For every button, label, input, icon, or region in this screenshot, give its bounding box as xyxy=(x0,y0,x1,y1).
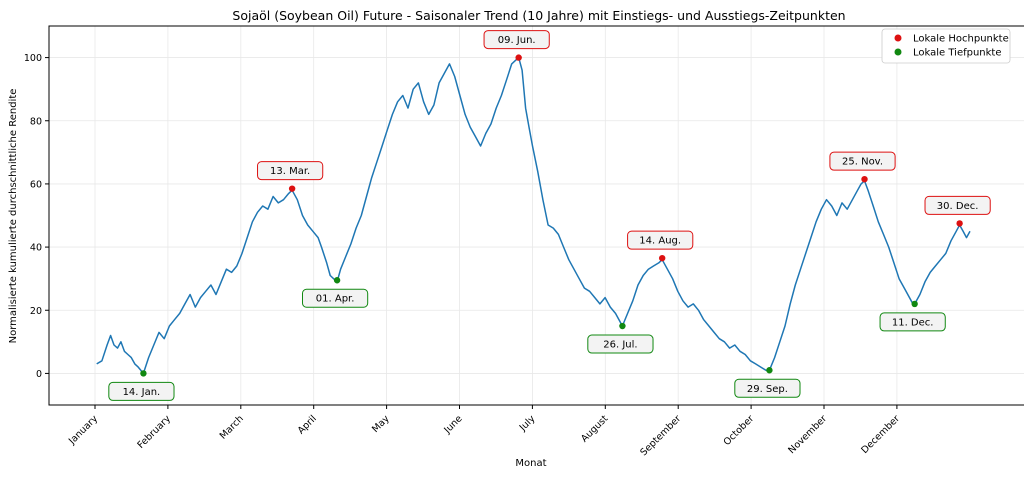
y-tick-label: 0 xyxy=(36,369,42,380)
plot-frame xyxy=(48,25,1024,406)
annotation-layer: 13. Mar. 09. Jun. 14. Aug. 25. Nov. 30. Dec.… xyxy=(108,30,991,401)
series-line xyxy=(96,56,971,375)
x-tick-label: January xyxy=(66,413,100,447)
high-point-label-box xyxy=(483,30,550,50)
low-point-label-box xyxy=(879,312,946,332)
high-point-marker xyxy=(861,175,868,183)
legend-box xyxy=(881,28,1011,64)
low-point-label: 29. Sep. xyxy=(747,384,788,395)
x-tick-label: August xyxy=(579,413,610,444)
high-point-label: 14. Aug. xyxy=(639,236,681,247)
legend-high-label: Lokale Hochpunkte xyxy=(913,34,1009,45)
high-point-label-box xyxy=(627,230,694,250)
low-point-label-box xyxy=(108,381,175,401)
low-point-label: 01. Apr. xyxy=(316,294,355,305)
grid-layer xyxy=(49,26,1024,405)
y-axis-label: Normalisierte kumulierte durchschnittlic… xyxy=(8,89,19,344)
x-tick-label: December xyxy=(859,413,902,456)
high-point-label: 13. Mar. xyxy=(270,166,310,177)
low-point-label-box xyxy=(587,334,654,354)
y-tick-label: 100 xyxy=(24,53,42,64)
high-point-label: 09. Jun. xyxy=(498,35,536,46)
high-point-label: 30. Dec. xyxy=(937,201,979,212)
x-tick-label: October xyxy=(722,413,757,448)
chart-title: Sojaöl (Soybean Oil) Future - Saisonaler… xyxy=(232,8,845,23)
legend: Lokale Hochpunkte Lokale Tiefpunkte xyxy=(881,28,1011,64)
high-point-marker xyxy=(515,54,522,61)
x-tick-label: February xyxy=(135,413,173,451)
x-tick-label: June xyxy=(441,413,464,436)
y-tick-label: 40 xyxy=(30,243,42,254)
low-point-marker xyxy=(911,300,918,308)
high-point-label: 25. Nov. xyxy=(842,157,883,168)
x-tick-label: September xyxy=(638,413,683,458)
high-point-marker xyxy=(658,254,666,262)
y-tick-label: 80 xyxy=(30,116,42,127)
high-point-marker xyxy=(288,185,296,192)
low-point-marker xyxy=(140,370,147,377)
low-point-marker xyxy=(766,367,773,374)
x-tick-label: November xyxy=(786,413,829,456)
y-tick-label: 60 xyxy=(30,179,42,190)
high-point-marker xyxy=(956,220,963,227)
x-tick-label: July xyxy=(517,413,538,434)
low-point-label: 26. Jul. xyxy=(603,340,637,351)
high-point-label-box xyxy=(829,151,896,171)
x-tick-label: March xyxy=(218,413,246,441)
x-axis-label: Monat xyxy=(515,458,546,469)
low-point-label-box xyxy=(301,288,369,308)
x-tick-label: May xyxy=(370,413,392,435)
x-tick-label: April xyxy=(296,413,319,436)
low-point-label: 14. Jan. xyxy=(123,387,161,398)
marker-layer xyxy=(140,54,963,377)
high-point-label-box xyxy=(924,195,991,215)
x-axis: January February March April May June July Augu… xyxy=(66,405,902,458)
low-point-label: 11. Dec. xyxy=(892,317,934,328)
low-point-marker xyxy=(619,322,626,330)
low-point-label-box xyxy=(734,378,801,398)
y-tick-label: 20 xyxy=(30,306,42,317)
legend-high-marker xyxy=(894,34,902,42)
y-axis: 0 20 40 60 80 100 xyxy=(24,53,49,380)
low-point-marker xyxy=(333,277,341,284)
line-layer xyxy=(96,56,971,375)
high-point-label-box xyxy=(257,161,324,181)
legend-low-marker xyxy=(894,48,902,56)
legend-low-label: Lokale Tiefpunkte xyxy=(913,48,1002,59)
